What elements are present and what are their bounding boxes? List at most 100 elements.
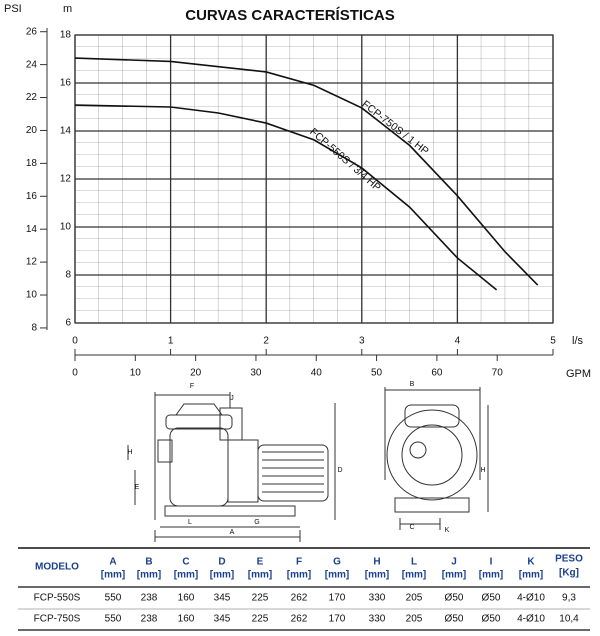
table-cell: 262 [291,593,308,604]
table-cell: FCP-750S [34,614,81,625]
chart-title: CURVAS CARACTERÍSTICAS [185,7,394,24]
table-cell: 550 [105,593,122,604]
y2-tick-label: 18 [26,158,38,169]
table-header: [Kg] [559,568,579,579]
x2-tick-label: 20 [190,368,202,379]
table-cell: 262 [291,614,308,625]
x-tick-label: 0 [72,336,78,347]
table-cell: 160 [178,593,195,604]
curve [74,57,539,286]
pump-side-view [127,392,336,542]
dimension-label: B [410,381,415,388]
x2-tick-label: 0 [72,368,78,379]
table-cell: 4-Ø10 [517,614,545,625]
dimension-label: D [337,467,342,474]
table-cell: 238 [141,614,158,625]
table-header: B [145,557,152,568]
y-tick-label: 8 [65,270,71,281]
table-cell: Ø50 [445,614,464,625]
y-tick-label: 14 [60,126,72,137]
table-header: D [218,557,225,568]
x-axis-label: l/s [572,335,584,347]
table-header: [mm] [442,570,466,581]
table-cell: 170 [329,614,346,625]
table-cell: 330 [369,614,386,625]
dimension-label: C [409,524,414,531]
table-header: [mm] [325,570,349,581]
y2-tick-label: 26 [26,26,38,37]
table-header: [mm] [365,570,389,581]
x2-tick-label: 70 [492,368,504,379]
dimension-label: K [445,527,450,534]
dimension-label: F [190,383,194,390]
y2-tick-label: 14 [26,224,38,235]
x-tick-label: 3 [359,336,365,347]
y-tick-label: 16 [60,78,72,89]
y-axis-label: m [63,3,72,15]
table-header: I [490,557,493,568]
spec-table [18,547,590,631]
table-header: [mm] [101,570,125,581]
y2-tick-label: 16 [26,191,38,202]
dimension-label: A [230,529,235,536]
table-header: J [451,557,457,568]
y2-tick-label: 20 [26,125,38,136]
table-header: MODELO [35,562,79,573]
y2-tick-label: 12 [26,257,38,268]
x2-axis-label: GPM [566,368,591,380]
table-cell: Ø50 [482,593,501,604]
y2-tick-label: 24 [26,59,38,70]
table-header: [mm] [287,570,311,581]
y2-tick-label: 8 [31,323,37,334]
x2-tick-label: 40 [311,368,323,379]
x-tick-label: 1 [168,336,174,347]
x2-tick-label: 10 [130,368,142,379]
table-header: [mm] [479,570,503,581]
table-cell: 205 [406,593,423,604]
x2-tick-label: 30 [250,368,262,379]
table-header: [mm] [137,570,161,581]
table-header: L [411,557,417,568]
table-header: G [333,557,341,568]
table-header: [mm] [519,570,543,581]
dimension-label: E [135,484,140,491]
table-cell: 225 [252,593,269,604]
table-cell: 4-Ø10 [517,593,545,604]
y-tick-label: 18 [60,30,72,41]
table-cell: 330 [369,593,386,604]
x2-tick-label: 50 [371,368,383,379]
dimension-label: L [188,519,192,526]
dimension-label: G [254,519,259,526]
dimension-label: J [230,395,234,402]
y-tick-label: 12 [60,174,72,185]
table-cell: 345 [214,614,231,625]
curve [74,104,498,291]
x-tick-label: 2 [263,336,269,347]
table-cell: 160 [178,614,195,625]
table-header: C [182,557,189,568]
table-cell: 9,3 [562,593,576,604]
table-cell: 170 [329,593,346,604]
table-header: [mm] [402,570,426,581]
table-header: [mm] [210,570,234,581]
x-tick-label: 4 [455,336,461,347]
table-header: [mm] [174,570,198,581]
table-cell: 205 [406,614,423,625]
y-tick-label: 6 [65,318,71,329]
y-tick-label: 10 [60,222,72,233]
table-header: K [527,557,535,568]
table-cell: 10,4 [559,614,579,625]
table-cell: 550 [105,614,122,625]
table-cell: 345 [214,593,231,604]
table-header: H [373,557,380,568]
table-cell: 225 [252,614,269,625]
y2-axis-label: PSI [4,3,22,15]
table-cell: 238 [141,593,158,604]
table-cell: FCP-550S [34,593,81,604]
x-tick-label: 5 [550,336,556,347]
table-header: PESO [555,554,583,565]
x2-tick-label: 60 [431,368,443,379]
table-cell: Ø50 [445,593,464,604]
table-header: E [257,557,264,568]
